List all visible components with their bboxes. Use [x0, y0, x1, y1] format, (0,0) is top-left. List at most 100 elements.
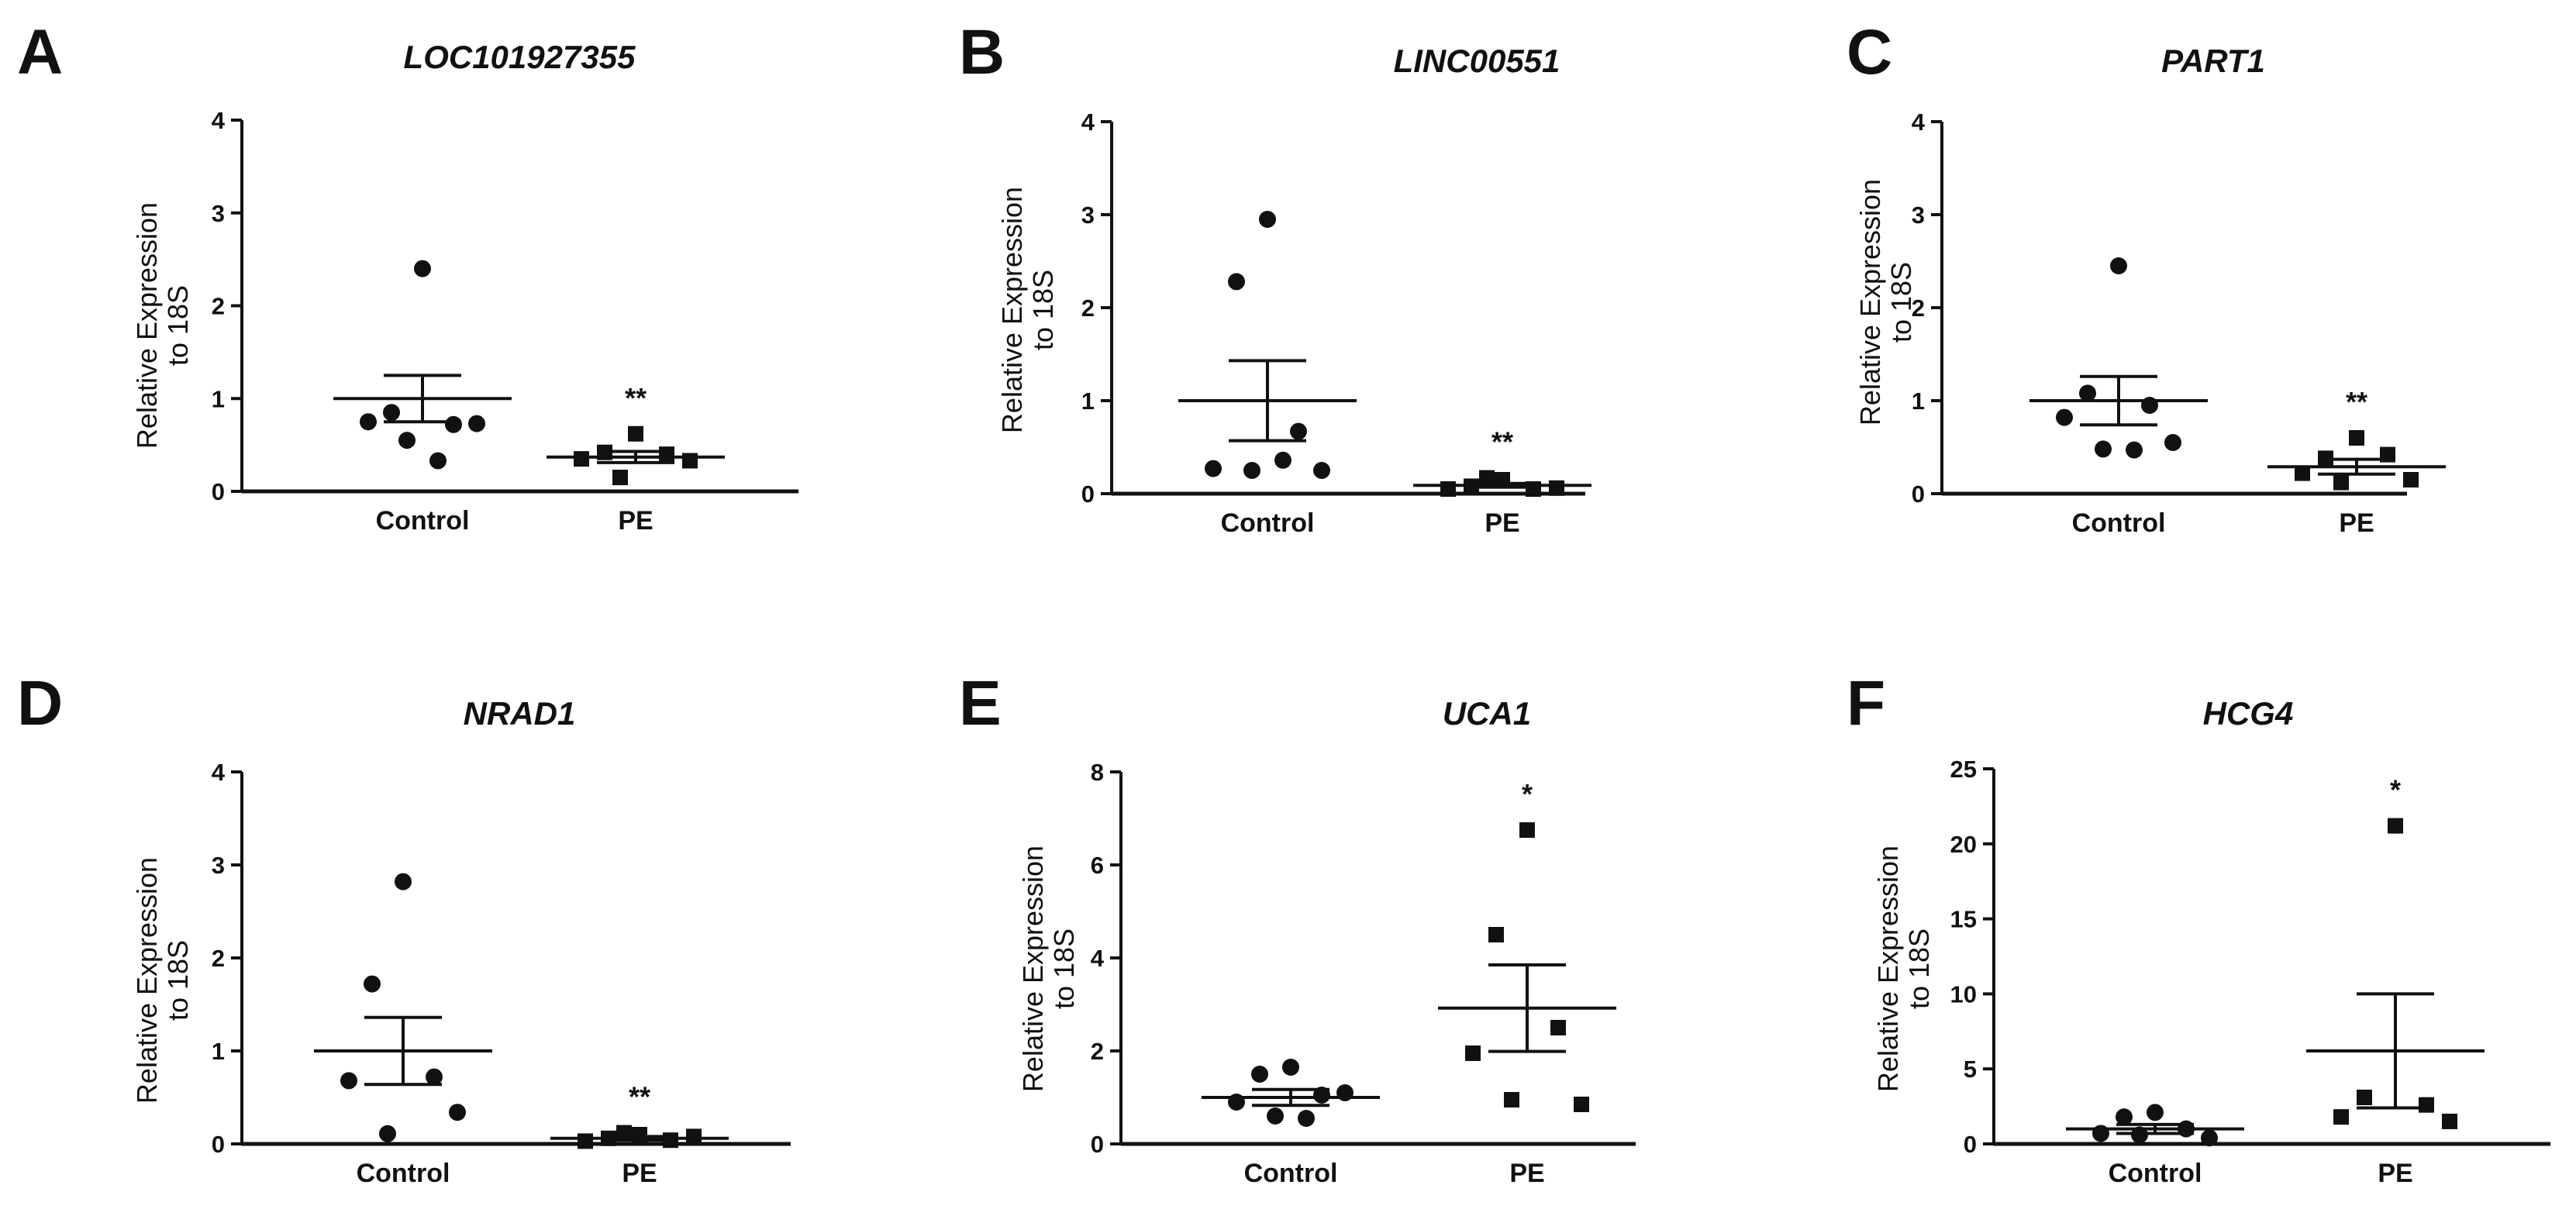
- y-tick-label: 4: [1912, 109, 1926, 136]
- y-tick-label: 2: [212, 293, 225, 320]
- y-tick-label: 5: [1964, 1056, 1977, 1083]
- y-tick-label: 0: [212, 1131, 225, 1158]
- y-tick-label: 3: [212, 852, 225, 879]
- panel-letter: A: [17, 17, 63, 88]
- data-point-circle: [2164, 434, 2181, 451]
- y-axis-label-line: to 18S: [162, 940, 194, 1021]
- panel-e: E UCA1 Relative Expressionto 18S 0 2 4 6 8 Contr…: [959, 668, 1636, 1188]
- data-point-circle: [1313, 462, 1330, 479]
- data-point-square: [686, 1128, 702, 1145]
- data-point-square: [659, 446, 674, 463]
- data-point-circle: [2079, 384, 2096, 402]
- data-point-circle: [429, 452, 447, 470]
- data-point-circle: [2095, 440, 2112, 458]
- data-point-circle: [445, 415, 462, 433]
- y-tick-label: 2: [1091, 1038, 1104, 1065]
- data-point-square: [2357, 1089, 2372, 1105]
- y-axis-label-line: Relative Expression: [1017, 846, 1049, 1092]
- category-label: PE: [2378, 1159, 2412, 1188]
- data-point-square: [682, 453, 698, 469]
- category-label: PE: [1485, 508, 1519, 538]
- data-point-circle: [360, 413, 377, 431]
- y-tick-label: 3: [1912, 202, 1925, 229]
- data-point-circle: [2056, 408, 2073, 426]
- data-point-circle: [414, 260, 431, 277]
- y-tick-label: 0: [1091, 1131, 1104, 1158]
- y-tick-label: 10: [1950, 980, 1977, 1008]
- data-point-square: [1440, 481, 1456, 497]
- category-label: Control: [357, 1159, 450, 1188]
- data-point-square: [612, 470, 628, 486]
- data-point-circle: [379, 1125, 396, 1142]
- data-point-square: [1479, 470, 1495, 486]
- y-tick-label: 1: [212, 1038, 225, 1065]
- data-point-circle: [2126, 441, 2143, 459]
- y-axis-label-line: Relative Expression: [131, 202, 163, 449]
- y-tick-label: 2: [1912, 295, 1925, 322]
- y-tick-label: 6: [1091, 852, 1104, 879]
- y-axis-label-line: Relative Expression: [1872, 846, 1904, 1092]
- data-point-circle: [1282, 1059, 1299, 1076]
- data-point-square: [1488, 927, 1504, 942]
- significance-marker: **: [629, 1081, 650, 1113]
- y-tick-label: 20: [1950, 831, 1977, 858]
- panel-c: C PART1 Relative Expressionto 18S 0 1 2 3 4 Cont…: [1847, 17, 2446, 538]
- y-tick-label: 25: [1950, 756, 1977, 783]
- y-tick-label: 4: [1081, 109, 1095, 136]
- panel-title: NRAD1: [464, 695, 576, 732]
- panel-title: LOC101927355: [404, 39, 636, 75]
- data-point-square: [1574, 1097, 1589, 1112]
- data-point-square: [2295, 465, 2310, 481]
- category-label: PE: [618, 506, 653, 536]
- y-axis-label-line: Relative Expression: [1854, 179, 1886, 425]
- y-tick-label: 4: [212, 759, 226, 786]
- panel-a: A LOC101927355 Relative Expressionto 18S 0 1…: [17, 17, 798, 536]
- data-point-circle: [364, 975, 381, 993]
- data-point-circle: [1274, 451, 1291, 469]
- data-point-square: [2403, 472, 2419, 487]
- data-point-circle: [1267, 1107, 1284, 1125]
- data-point-circle: [1205, 460, 1222, 477]
- data-point-square: [578, 1133, 593, 1149]
- data-point-square: [1504, 1092, 1519, 1107]
- category-label: PE: [622, 1159, 657, 1188]
- y-axis-label: Relative Expressionto 18S: [996, 187, 1059, 433]
- y-tick-label: 15: [1950, 906, 1977, 933]
- data-point-circle: [2201, 1129, 2218, 1147]
- data-point-square: [2349, 430, 2364, 446]
- y-tick-label: 1: [1912, 388, 1925, 415]
- panel-title: LINC00551: [1394, 43, 1560, 79]
- y-tick-label: 1: [212, 385, 225, 412]
- data-point-square: [1519, 822, 1535, 838]
- y-axis-label-line: Relative Expression: [996, 187, 1028, 433]
- data-point-circle: [468, 415, 485, 432]
- y-tick-label: 2: [212, 945, 225, 972]
- category-label: Control: [2109, 1159, 2202, 1188]
- y-axis-label: Relative Expressionto 18S: [1854, 179, 1917, 425]
- y-axis-label-line: Relative Expression: [131, 857, 163, 1104]
- data-point-square: [2442, 1113, 2457, 1129]
- data-point-circle: [449, 1104, 466, 1121]
- y-axis-label-line: to 18S: [1048, 928, 1080, 1009]
- data-point-circle: [1251, 1066, 1268, 1083]
- data-point-circle: [2147, 1104, 2164, 1121]
- data-point-circle: [1228, 273, 1245, 291]
- data-point-square: [1465, 1045, 1481, 1061]
- data-point-square: [574, 451, 589, 467]
- y-axis-label-line: to 18S: [162, 285, 194, 366]
- data-point-square: [1550, 1020, 1566, 1035]
- y-tick-label: 4: [1091, 945, 1105, 972]
- y-axis-label: Relative Expressionto 18S: [1017, 846, 1080, 1092]
- y-tick-label: 0: [1081, 481, 1095, 508]
- y-axis-label-line: to 18S: [1903, 928, 1935, 1009]
- y-tick-label: 2: [1081, 295, 1095, 322]
- category-label: Control: [2072, 508, 2166, 538]
- data-point-square: [2388, 818, 2403, 834]
- y-tick-label: 0: [1964, 1131, 1977, 1158]
- data-point-square: [628, 425, 643, 442]
- category-label: PE: [2339, 508, 2374, 538]
- category-label: Control: [1244, 1159, 1338, 1188]
- significance-marker: **: [625, 382, 647, 414]
- y-axis-label-line: to 18S: [1027, 270, 1059, 350]
- y-tick-label: 1: [1081, 388, 1095, 415]
